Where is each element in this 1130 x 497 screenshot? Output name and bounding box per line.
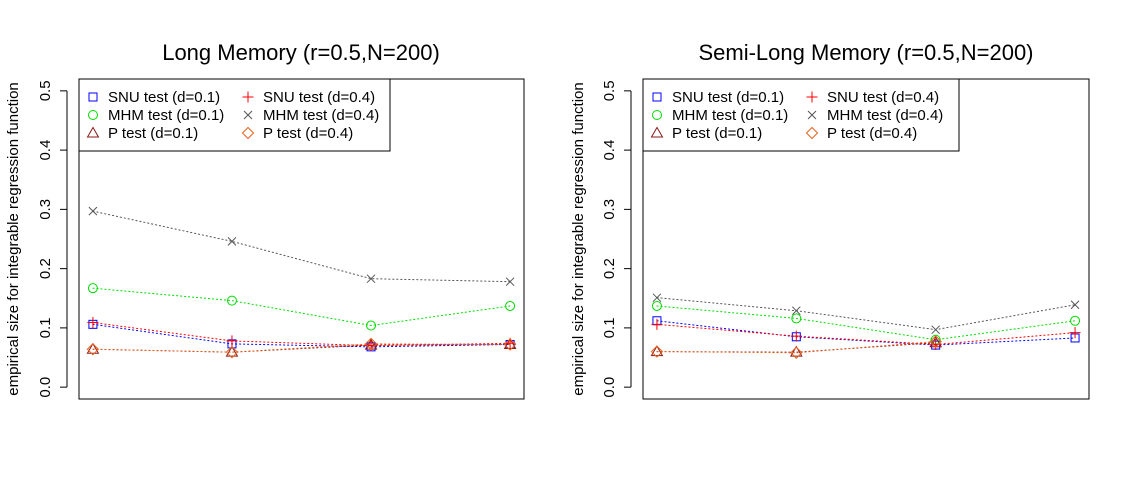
legend-label: SNU test (d=0.1) [108, 89, 220, 106]
data-point [650, 345, 664, 358]
legend-label: MHM test (d=0.1) [108, 107, 224, 124]
data-point [791, 313, 802, 324]
data-point [789, 345, 803, 357]
series-line [92, 322, 511, 347]
y-tick-label: 0.3 [601, 199, 618, 220]
data-point [1070, 300, 1080, 310]
legend-marker [806, 91, 818, 103]
y-tick-label: 0.2 [601, 258, 618, 279]
data-point [226, 295, 237, 306]
y-tick-label: 0.4 [37, 140, 54, 161]
data-point [225, 345, 239, 359]
legend-label: P test (d=0.4) [827, 125, 917, 142]
series-line [92, 343, 511, 353]
legend-label: MHM test (d=0.4) [263, 107, 379, 124]
series-line [656, 341, 937, 354]
series-line [92, 287, 511, 327]
legend-label: P test (d=0.4) [263, 125, 353, 142]
data-point [790, 330, 802, 342]
semi-long-memory-panel: Semi-Long Memory (r=0.5,N=200) 0.0 0.1 0.2 0… [570, 40, 1090, 400]
data-point [87, 317, 99, 329]
data-point [227, 237, 237, 246]
y-tick-label: 0.5 [601, 80, 618, 101]
data-point [791, 306, 801, 316]
data-point [929, 335, 942, 348]
long-memory-panel: Long Memory (r=0.5,N=200) 0.0 0.1 0.2 0.3 0.4… [5, 40, 525, 400]
data-point [505, 277, 515, 287]
legend-label: SNU test (d=0.4) [263, 89, 375, 106]
chart-title: Long Memory (r=0.5,N=200) [162, 40, 440, 65]
data-point [1069, 327, 1081, 339]
data-point [503, 338, 517, 351]
legend-marker [241, 126, 255, 140]
data-point [87, 283, 98, 294]
legend-marker [805, 126, 819, 140]
y-tick-label: 0.1 [601, 317, 618, 338]
data-point [366, 274, 376, 284]
legend-marker [242, 91, 254, 103]
legend-box [78, 78, 391, 152]
data-point [226, 335, 238, 347]
series-line [92, 323, 511, 348]
data-point [930, 338, 942, 350]
series-line [656, 342, 937, 353]
series-line [656, 320, 1076, 346]
y-axis-label: empirical size for integrable regression… [570, 82, 587, 395]
data-point [88, 206, 98, 216]
data-point [931, 325, 941, 335]
legend-marker [86, 126, 100, 138]
data-point [652, 293, 662, 303]
data-point [651, 300, 662, 311]
data-point [86, 342, 100, 354]
data-point [364, 337, 378, 351]
series-line [656, 305, 1076, 341]
legend-box [642, 78, 960, 152]
y-tick-label: 0.4 [601, 140, 618, 161]
legend-label: P test (d=0.1) [108, 125, 198, 142]
legend-marker [650, 126, 664, 138]
legend-label: SNU test (d=0.1) [672, 89, 784, 106]
y-tick-label: 0.1 [37, 317, 54, 338]
series-line [92, 210, 511, 283]
legend-marker [88, 110, 98, 120]
y-tick-label: 0.2 [37, 258, 54, 279]
legend-marker [652, 110, 662, 120]
y-tick-label: 0.3 [37, 199, 54, 220]
legend-label: P test (d=0.1) [672, 125, 762, 142]
data-point [505, 300, 516, 311]
chart-title: Semi-Long Memory (r=0.5,N=200) [698, 40, 1033, 65]
y-tick-label: 0.0 [37, 377, 54, 398]
data-point [225, 345, 239, 357]
data-point [366, 320, 377, 331]
legend-marker [88, 92, 98, 102]
data-point [650, 345, 664, 357]
y-tick-label: 0.5 [37, 80, 54, 101]
legend-label: MHM test (d=0.1) [672, 107, 788, 124]
y-tick-label: 0.0 [601, 377, 618, 398]
legend-label: MHM test (d=0.4) [827, 107, 943, 124]
legend-marker [243, 110, 253, 120]
legend-marker [652, 92, 662, 102]
data-point [86, 343, 100, 356]
y-axis-label: empirical size for integrable regression… [5, 82, 22, 395]
legend-label: SNU test (d=0.4) [827, 89, 939, 106]
data-point [651, 318, 663, 330]
data-point [790, 346, 803, 359]
series-line [656, 297, 1076, 331]
legend-marker [807, 110, 817, 120]
data-point [1070, 315, 1081, 326]
series-line [656, 323, 1076, 345]
